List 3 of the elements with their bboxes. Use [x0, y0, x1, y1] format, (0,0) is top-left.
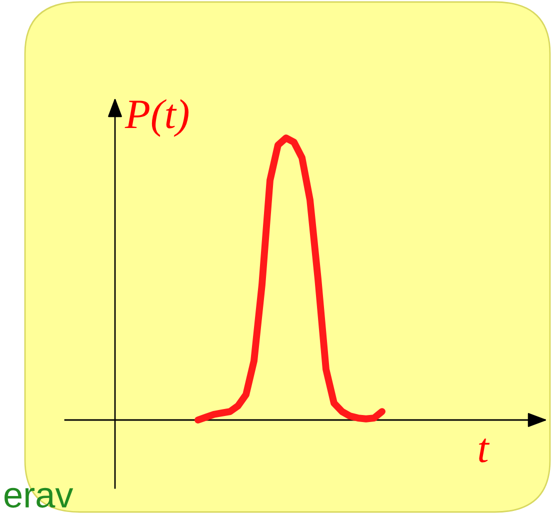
text: erav: [4, 488, 74, 508]
x-axis-title: t: [479, 438, 490, 462]
y-axis-title: P(t): [124, 99, 188, 137]
